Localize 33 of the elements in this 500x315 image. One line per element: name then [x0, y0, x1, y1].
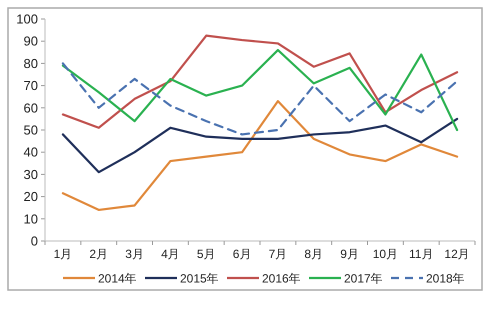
x-tick-label: 12月: [444, 247, 470, 261]
y-tick-label: 70: [24, 78, 38, 94]
x-tick-label: 11月: [409, 247, 434, 261]
y-tick-label: 90: [24, 34, 38, 49]
y-tick-label: 50: [24, 122, 38, 138]
x-tick-label: 4月: [161, 247, 180, 261]
line-series: [62, 100, 458, 212]
x-tick-label: 7月: [268, 247, 288, 261]
y-tick-label: 40: [24, 144, 38, 160]
y-tick-label: 0: [30, 234, 38, 248]
line-series: [62, 48, 458, 132]
line-series: [62, 62, 458, 136]
legend-label: 2015年: [180, 272, 219, 286]
y-tick-label: 100: [16, 12, 38, 26]
x-tick-label: 6月: [232, 247, 252, 261]
y-tick-label: 80: [24, 56, 38, 71]
x-tick-label: 9月: [340, 247, 359, 261]
x-tick-label: 3月: [125, 247, 144, 261]
legend-label: 2018年: [426, 272, 465, 286]
legend-label: 2014年: [98, 272, 137, 286]
x-tick-label: 1月: [54, 247, 72, 261]
x-tick-label: 5月: [196, 247, 216, 261]
y-tick-label: 60: [24, 100, 38, 116]
y-tick-label: 30: [24, 166, 38, 182]
legend-label: 2016年: [262, 272, 301, 286]
y-tick-label: 20: [24, 189, 38, 204]
line-series: [62, 118, 458, 174]
y-tick-label: 10: [24, 211, 38, 226]
x-tick-label: 10月: [372, 247, 398, 261]
x-tick-label: 2月: [89, 247, 108, 261]
x-tick-label: 8月: [304, 247, 324, 261]
line-series: [62, 34, 458, 129]
legend-label: 2017年: [344, 272, 383, 286]
